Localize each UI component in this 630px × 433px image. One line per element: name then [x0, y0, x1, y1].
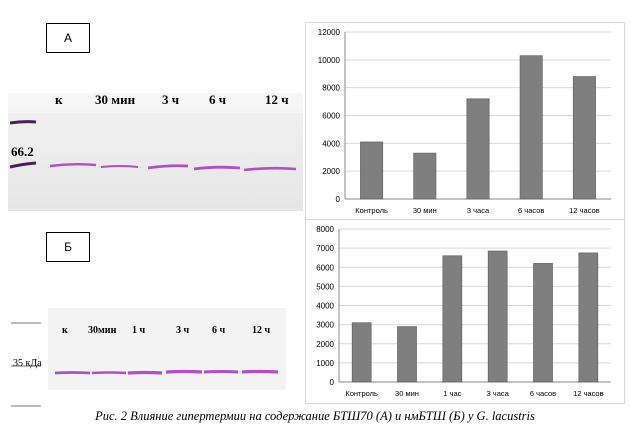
- y-tick-label: 10000: [318, 56, 341, 65]
- x-tick-label: 12 часов: [573, 389, 604, 398]
- band-a-12h: [243, 166, 297, 172]
- blot-a-image: [8, 93, 303, 211]
- marker-band-top: [9, 120, 37, 125]
- y-tick-label: 2000: [316, 340, 334, 349]
- y-tick-label: 3000: [316, 321, 334, 330]
- blot-b-marker-label: 35 кДа: [13, 358, 42, 369]
- x-tick-label: 30 мин: [413, 206, 437, 215]
- chart-frame: [305, 22, 625, 227]
- x-tick-label: 6 часов: [530, 389, 556, 398]
- bar: [487, 250, 508, 383]
- blot-b-lane-label: 30мин: [88, 325, 117, 336]
- marker-band-66: [9, 161, 37, 169]
- y-tick-label: 8000: [322, 84, 340, 93]
- band-a-k: [49, 163, 97, 168]
- band-b-6h: [203, 370, 239, 374]
- y-tick-label: 8000: [316, 225, 334, 234]
- blot-b-image: [8, 306, 286, 411]
- bar: [533, 263, 553, 383]
- blot-a: [8, 93, 303, 211]
- blot-a-lane-label: 30 мин: [95, 92, 136, 107]
- figure-caption: Рис. 2 Влияние гипертермии на содержание…: [95, 409, 535, 423]
- blot-a-lane-label: 12 ч: [265, 92, 289, 107]
- x-tick-label: Контроль: [345, 389, 378, 398]
- y-tick-label: 6000: [316, 263, 334, 272]
- x-tick-label: 12 часов: [569, 206, 600, 215]
- chart-a: 0 2000 4000 6000 8000 10000 12000 Контроль 30 ми…: [305, 22, 625, 227]
- band-b-12h: [241, 369, 279, 374]
- x-tick-label: Контроль: [355, 206, 388, 215]
- x-tick-label: 3 часа: [467, 206, 490, 215]
- x-tick-label: 3 часа: [487, 389, 510, 398]
- blot-b-lane-label: 3 ч: [176, 325, 190, 336]
- y-tick-label: 12000: [318, 28, 341, 37]
- bar: [466, 98, 490, 200]
- blot-b-lane-label: к: [62, 325, 68, 336]
- chart-b: 0 1000 2000 3000 4000 5000 6000 7000 8000 Контрол…: [305, 219, 625, 404]
- x-tick-label: 30 мин: [395, 389, 419, 398]
- panel-a-letter: А: [46, 23, 90, 53]
- band-b-k: [54, 371, 91, 375]
- y-tick-label: 0: [336, 195, 341, 204]
- blot-b-lane-label: 6 ч: [212, 325, 226, 336]
- y-tick-label: 1000: [316, 359, 334, 368]
- x-tick-label: 6 часов: [518, 206, 544, 215]
- bar: [413, 152, 437, 200]
- bar: [397, 326, 417, 383]
- blot-b: [8, 306, 286, 411]
- bar: [351, 322, 372, 383]
- bar: [360, 141, 384, 200]
- panel-b-letter: Б: [46, 232, 90, 262]
- bar: [442, 255, 463, 383]
- blot-a-lane-label: 6 ч: [209, 92, 227, 107]
- y-tick-label: 4000: [322, 139, 340, 148]
- band-b-30min: [91, 371, 127, 375]
- blot-b-lane-label: 12 ч: [252, 325, 271, 336]
- y-tick-label: 2000: [322, 167, 340, 176]
- bar: [578, 252, 599, 383]
- y-tick-label: 0: [330, 378, 335, 387]
- blot-a-lane-label: к: [55, 92, 63, 107]
- band-a-30min: [100, 165, 139, 168]
- blot-a-marker-label: 66.2: [11, 144, 34, 159]
- band-a-3h: [147, 164, 189, 170]
- band-b-1h: [127, 370, 163, 375]
- y-tick-label: 4000: [316, 302, 334, 311]
- blot-a-lane-label: 3 ч: [162, 92, 180, 107]
- y-tick-label: 7000: [316, 244, 334, 253]
- band-b-3h: [165, 369, 203, 374]
- y-tick-label: 5000: [316, 282, 334, 291]
- blot-b-lane-label: 1 ч: [132, 325, 146, 336]
- bar: [572, 76, 596, 200]
- bar: [519, 55, 543, 200]
- y-tick-label: 6000: [322, 112, 340, 121]
- band-a-6h: [193, 165, 241, 171]
- x-tick-label: 1 час: [443, 389, 461, 398]
